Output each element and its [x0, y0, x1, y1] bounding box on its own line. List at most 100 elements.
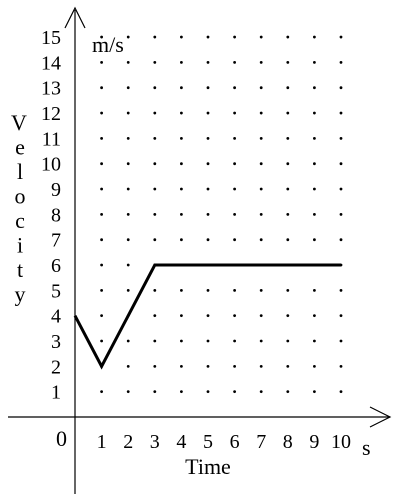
- grid-dot: [313, 162, 316, 166]
- grid-dot: [313, 111, 316, 115]
- dot-grid: [100, 35, 343, 394]
- grid-dot: [180, 390, 183, 394]
- grid-dot: [126, 60, 130, 64]
- y-axis-label-letter: c: [15, 208, 25, 233]
- grid-dot: [233, 60, 237, 64]
- grid-dot: [206, 35, 210, 39]
- grid-dot: [233, 187, 237, 191]
- y-axis-label-letter: t: [17, 257, 23, 282]
- grid-dot: [180, 339, 183, 343]
- grid-dot: [313, 390, 316, 394]
- y-tick-label: 8: [51, 204, 61, 226]
- grid-dot: [100, 314, 103, 318]
- grid-dot: [286, 238, 290, 242]
- x-tick-label: 9: [309, 431, 319, 453]
- grid-dot: [233, 390, 237, 394]
- grid-dot: [180, 86, 183, 90]
- grid-dot: [233, 364, 237, 368]
- y-axis-label-letter: l: [17, 159, 23, 184]
- x-axis-label: Time: [185, 454, 231, 479]
- y-tick-label: 14: [41, 52, 61, 74]
- grid-dot: [286, 187, 290, 191]
- grid-dot: [339, 111, 343, 115]
- grid-dot: [286, 136, 290, 140]
- grid-dot: [153, 288, 157, 292]
- x-tick-label: 6: [230, 431, 240, 453]
- grid-dot: [259, 314, 263, 318]
- grid-dot: [206, 187, 210, 191]
- y-axis-label-letter: y: [15, 282, 26, 307]
- y-tick-label: 1: [51, 382, 61, 404]
- y-unit-label: m/s: [92, 32, 124, 57]
- y-tick-label: 5: [51, 280, 61, 302]
- grid-dot: [126, 111, 130, 115]
- grid-dot: [339, 339, 343, 343]
- grid-dot: [153, 86, 157, 90]
- grid-dot: [180, 111, 183, 115]
- y-axis-label-letter: V: [11, 110, 27, 135]
- grid-dot: [206, 212, 210, 216]
- grid-dot: [153, 60, 157, 64]
- grid-dot: [180, 212, 183, 216]
- grid-dot: [259, 390, 263, 394]
- grid-dot: [259, 288, 263, 292]
- grid-dot: [233, 288, 237, 292]
- grid-dot: [286, 60, 290, 64]
- grid-dot: [339, 212, 343, 216]
- grid-dot: [286, 339, 290, 343]
- x-tick-label: 8: [283, 431, 293, 453]
- grid-dot: [259, 162, 263, 166]
- x-tick-label: 5: [203, 431, 213, 453]
- grid-dot: [180, 187, 183, 191]
- grid-dot: [206, 314, 210, 318]
- grid-dot: [153, 314, 157, 318]
- x-axis-arrowhead: [369, 406, 392, 428]
- series: [73, 263, 341, 370]
- grid-dot: [180, 314, 183, 318]
- grid-dot: [313, 364, 316, 368]
- grid-dot: [339, 136, 343, 140]
- grid-dot: [206, 60, 210, 64]
- grid-dot: [153, 238, 157, 242]
- x-tick-label: 3: [150, 431, 160, 453]
- grid-dot: [259, 86, 263, 90]
- grid-dot: [206, 162, 210, 166]
- y-axis-arrowhead: [64, 6, 86, 29]
- grid-dot: [126, 86, 130, 90]
- grid-dot: [286, 35, 290, 39]
- grid-dot: [126, 35, 130, 39]
- grid-dot: [259, 136, 263, 140]
- grid-dot: [286, 162, 290, 166]
- grid-dot: [313, 339, 316, 343]
- grid-dot: [286, 212, 290, 216]
- grid-dot: [233, 339, 237, 343]
- grid-dot: [100, 212, 103, 216]
- x-tick-label: 1: [97, 431, 107, 453]
- grid-dot: [339, 60, 343, 64]
- y-tick-label: 9: [51, 179, 61, 201]
- grid-dot: [126, 162, 130, 166]
- grid-dot: [313, 187, 316, 191]
- y-tick-label: 3: [51, 331, 61, 353]
- y-tick-label: 15: [41, 27, 61, 49]
- grid-dot: [339, 187, 343, 191]
- grid-dot: [180, 162, 183, 166]
- grid-dot: [153, 364, 157, 368]
- grid-dot: [100, 162, 103, 166]
- grid-dot: [233, 86, 237, 90]
- grid-dot: [206, 111, 210, 115]
- grid-dot: [206, 390, 210, 394]
- grid-dot: [126, 187, 130, 191]
- grid-dot: [339, 35, 343, 39]
- grid-dot: [206, 238, 210, 242]
- grid-dot: [233, 162, 237, 166]
- grid-dot: [233, 111, 237, 115]
- grid-dot: [153, 111, 157, 115]
- grid-dot: [286, 111, 290, 115]
- grid-dot: [233, 314, 237, 318]
- grid-dot: [153, 35, 157, 39]
- y-tick-label: 12: [41, 103, 61, 125]
- grid-dot: [259, 187, 263, 191]
